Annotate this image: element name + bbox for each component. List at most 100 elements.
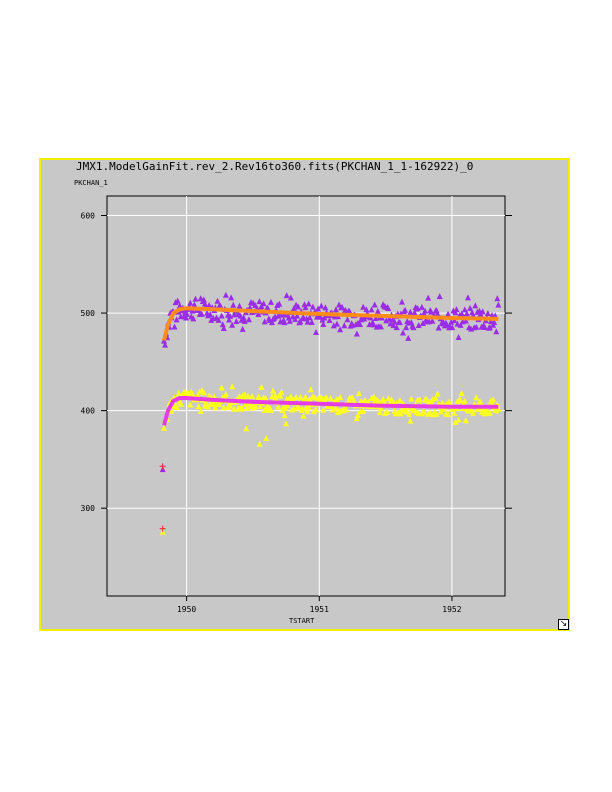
upper-data-point bbox=[473, 323, 480, 330]
upper-data-point bbox=[304, 318, 311, 325]
upper-data-point bbox=[396, 319, 403, 326]
lower-data-point bbox=[187, 401, 194, 408]
lower-data-point bbox=[407, 417, 414, 424]
upper-data-point bbox=[366, 321, 373, 328]
lower-data-point bbox=[212, 404, 219, 411]
lower-data-point bbox=[194, 392, 201, 399]
upper-data-point bbox=[220, 324, 227, 331]
upper-data-point bbox=[281, 319, 288, 326]
upper-data-point bbox=[463, 310, 470, 317]
upper-data-point bbox=[479, 308, 486, 315]
resize-handle-icon[interactable]: ↘ bbox=[558, 619, 569, 630]
x-axis-label: TSTART bbox=[289, 617, 315, 625]
lower-data-point bbox=[195, 403, 202, 410]
lower-data-point bbox=[362, 397, 369, 404]
upper-data-point bbox=[161, 337, 168, 344]
upper-data-point bbox=[326, 316, 333, 323]
upper-data-point bbox=[337, 326, 344, 333]
upper-data-point bbox=[255, 310, 262, 317]
upper-data-point bbox=[470, 311, 477, 318]
lower-data-point bbox=[229, 383, 236, 390]
lower-data-point bbox=[333, 395, 340, 402]
upper-data-point bbox=[184, 310, 191, 317]
lower-data-point bbox=[406, 410, 413, 417]
lower-data-point bbox=[397, 410, 404, 417]
lower-data-point bbox=[457, 397, 464, 404]
lower-data-point bbox=[249, 392, 256, 399]
upper-data-point bbox=[445, 310, 452, 317]
lower-data-point bbox=[349, 394, 356, 401]
lower-data-point bbox=[284, 402, 291, 409]
upper-data-point bbox=[357, 320, 364, 327]
lower-data-point bbox=[305, 404, 312, 411]
upper-data-point bbox=[390, 322, 397, 329]
lower-data-point bbox=[396, 397, 403, 404]
lower-data-point bbox=[355, 390, 362, 397]
upper-data-point bbox=[231, 311, 238, 318]
lower-data-point bbox=[433, 410, 440, 417]
upper-data-point bbox=[305, 300, 312, 307]
lower-data-point bbox=[240, 394, 247, 401]
lower-data-point bbox=[445, 411, 452, 418]
x-tick-label: 1950 bbox=[177, 605, 196, 614]
upper-data-point bbox=[491, 318, 498, 325]
lower-data-point bbox=[452, 418, 459, 425]
upper-data-point bbox=[486, 324, 493, 331]
lower-data-point bbox=[306, 395, 313, 402]
lower-data-point bbox=[327, 395, 334, 402]
upper-data-point bbox=[206, 301, 213, 308]
lower-data-point bbox=[307, 386, 314, 393]
y-axis-label: PKCHAN_1 bbox=[74, 179, 108, 187]
upper-data-point bbox=[230, 301, 237, 308]
lower-fit-line bbox=[162, 396, 499, 426]
lower-data-point bbox=[168, 407, 175, 414]
upper-data-point bbox=[494, 295, 501, 302]
lower-data-point bbox=[211, 393, 218, 400]
upper-data-point bbox=[214, 297, 221, 304]
lower-data-point bbox=[241, 391, 248, 398]
lower-data-point bbox=[173, 403, 180, 410]
upper-data-point bbox=[385, 305, 392, 312]
upper-data-point bbox=[174, 297, 181, 304]
upper-data-point bbox=[295, 303, 302, 310]
lower-data-point bbox=[354, 411, 361, 418]
y-tick-label: 400 bbox=[81, 407, 96, 416]
upper-data-point bbox=[449, 324, 456, 331]
upper-data-point bbox=[454, 320, 461, 327]
lower-data-point bbox=[439, 400, 446, 407]
lower-data-point bbox=[477, 398, 484, 405]
upper-data-point bbox=[171, 323, 178, 330]
upper-data-point bbox=[245, 316, 252, 323]
upper-data-point bbox=[267, 298, 274, 305]
lower-data-point bbox=[278, 388, 285, 395]
upper-data-point bbox=[403, 324, 410, 331]
lower-data-point bbox=[257, 403, 264, 410]
upper-data-point bbox=[190, 315, 197, 322]
lower-data-point bbox=[304, 408, 311, 415]
upper-data-point bbox=[415, 322, 422, 329]
lower-data-point bbox=[461, 397, 468, 404]
lower-data-point bbox=[202, 399, 209, 406]
upper-data-point bbox=[260, 300, 267, 307]
upper-data-point bbox=[229, 321, 236, 328]
lower-data-point bbox=[197, 407, 204, 414]
upper-data-point bbox=[183, 314, 190, 321]
lower-data-point bbox=[416, 395, 423, 402]
lower-data-point bbox=[258, 383, 265, 390]
lower-data-point bbox=[313, 406, 320, 413]
upper-data-point bbox=[218, 312, 225, 319]
lower-data-point bbox=[244, 392, 251, 399]
lower-data-point bbox=[343, 406, 350, 413]
upper-data-point bbox=[371, 301, 378, 308]
upper-data-point bbox=[309, 303, 316, 310]
upper-data-point bbox=[207, 311, 214, 318]
upper-data-point bbox=[434, 310, 441, 317]
upper-data-point bbox=[294, 312, 301, 319]
lower-data-point bbox=[483, 405, 490, 412]
upper-data-point bbox=[308, 318, 315, 325]
x-tick-label: 1952 bbox=[442, 605, 461, 614]
upper-data-point bbox=[452, 309, 459, 316]
upper-data-point bbox=[226, 316, 233, 323]
lower-data-point bbox=[329, 406, 336, 413]
upper-data-point bbox=[239, 325, 246, 332]
